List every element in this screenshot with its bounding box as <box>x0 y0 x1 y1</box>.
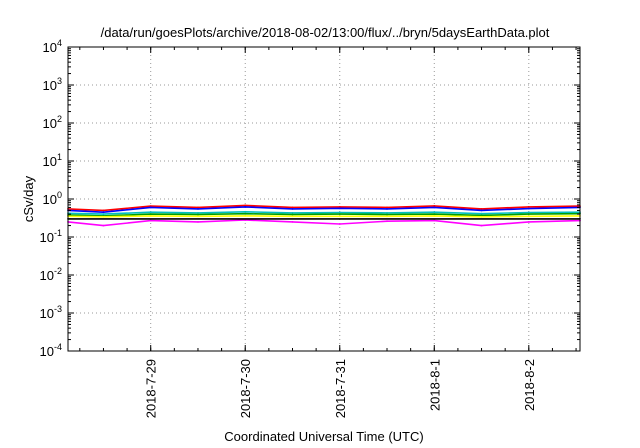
series-line-3 <box>67 210 581 215</box>
series-point <box>480 212 483 215</box>
grid <box>68 47 580 351</box>
series-point <box>149 219 152 222</box>
series-point <box>102 215 105 218</box>
series-point <box>197 213 199 216</box>
series-point <box>527 215 530 218</box>
x-tick-label: 2018-8-2 <box>522 359 537 411</box>
series-point <box>480 215 483 218</box>
series-point <box>244 206 247 208</box>
series-point <box>480 208 483 210</box>
series-point <box>291 215 294 218</box>
series-point <box>244 210 247 213</box>
series-point <box>197 212 199 214</box>
series-point <box>102 224 105 227</box>
series-point <box>338 215 341 218</box>
x-tick-label: 2018-7-29 <box>144 359 159 418</box>
series-point <box>527 211 530 214</box>
y-tick-label: 101 <box>43 152 62 169</box>
series-point <box>149 211 152 214</box>
series-point <box>197 215 199 218</box>
series-point <box>338 223 341 225</box>
x-tick-label: 2018-7-30 <box>238 359 253 418</box>
series-point <box>291 213 294 216</box>
series-point <box>149 213 152 216</box>
y-tick-label: 10-3 <box>40 304 62 321</box>
series-point <box>386 212 388 214</box>
x-tick-label: 2018-8-1 <box>427 359 442 411</box>
series-line-2 <box>67 206 581 214</box>
y-tick-label: 100 <box>43 190 62 207</box>
chart-title: /data/run/goesPlots/archive/2018-08-02/1… <box>101 25 550 40</box>
series-point <box>291 206 294 209</box>
series-line-6 <box>67 219 581 227</box>
x-axis-ticks: 2018-7-29 2018-7-30 2018-7-31 2018-8-1 2018-… <box>79 47 577 418</box>
series-point <box>197 221 199 223</box>
y-axis-label: cSv/day <box>21 175 36 222</box>
series-point <box>197 208 199 210</box>
x-tick-label: 2018-7-31 <box>333 359 348 418</box>
series-point <box>386 215 388 218</box>
series-point <box>386 206 388 209</box>
series-line-4 <box>67 212 581 217</box>
series-point <box>338 207 341 210</box>
series-point <box>386 208 388 210</box>
series-point <box>527 221 530 223</box>
series-line-5 <box>67 215 581 218</box>
series-point <box>386 213 388 216</box>
series-point <box>338 213 341 216</box>
series-point <box>244 215 247 217</box>
series-point <box>291 208 294 210</box>
y-tick-label: 10-4 <box>40 342 62 359</box>
series-point <box>291 212 294 214</box>
series-point <box>102 213 105 216</box>
series-point <box>480 224 483 227</box>
y-tick-label: 104 <box>43 38 62 55</box>
series-point <box>244 204 247 207</box>
series-line-1 <box>67 204 581 212</box>
series-point <box>433 213 436 216</box>
series-point <box>102 211 105 214</box>
y-tick-label: 103 <box>43 76 62 93</box>
series-point <box>433 219 436 222</box>
series-point <box>244 212 247 215</box>
y-tick-label: 102 <box>43 114 62 131</box>
y-axis-ticks: 104 103 102 101 100 10-1 10-2 10-3 10-4 <box>40 38 580 359</box>
series-point <box>291 221 294 223</box>
series-point <box>480 209 483 212</box>
series-point <box>149 206 152 209</box>
series-point <box>433 206 436 209</box>
series-point <box>527 206 530 208</box>
series-point <box>433 205 436 207</box>
series-point <box>149 215 152 217</box>
x-axis-label: Coordinated Universal Time (UTC) <box>224 429 423 444</box>
y-tick-label: 10-2 <box>40 266 62 283</box>
series-point <box>480 214 483 217</box>
series-point <box>527 207 530 210</box>
series-point <box>338 206 341 208</box>
series-point <box>386 220 388 223</box>
series-point <box>197 206 199 209</box>
series-point <box>433 211 436 214</box>
series-group <box>67 204 581 227</box>
series-point <box>433 215 436 217</box>
series-point <box>527 213 530 216</box>
series-point <box>149 205 152 208</box>
series-point <box>102 209 105 212</box>
y-tick-label: 10-1 <box>40 228 62 245</box>
series-point <box>338 211 341 214</box>
